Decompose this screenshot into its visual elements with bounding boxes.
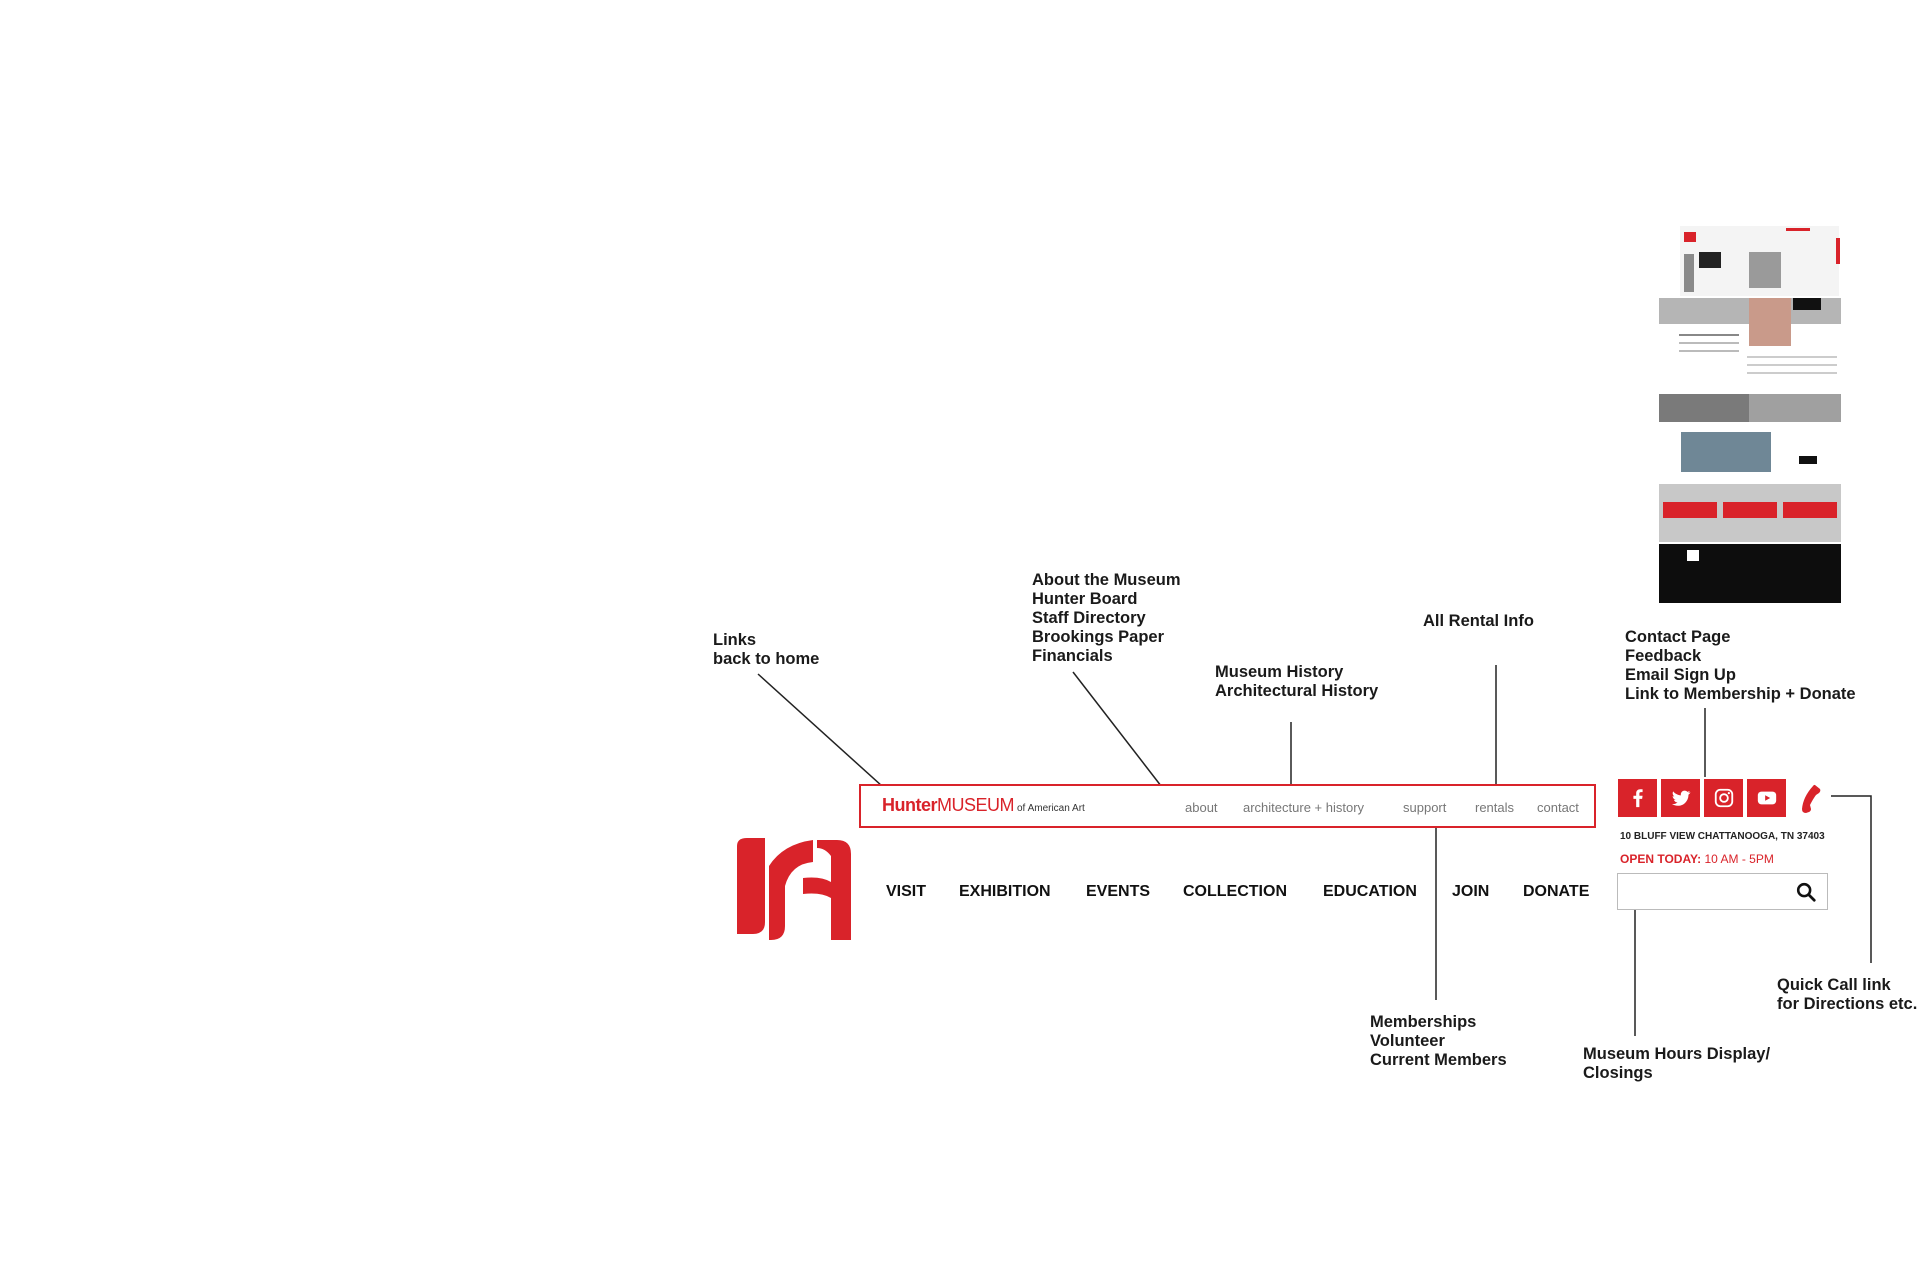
- nav-exhibition[interactable]: EXHIBITION: [959, 883, 1051, 900]
- util-link-support[interactable]: support: [1403, 800, 1447, 815]
- util-link-contact[interactable]: contact: [1537, 800, 1579, 815]
- hours-value: 10 AM - 5PM: [1704, 852, 1774, 866]
- hours-label: OPEN TODAY:: [1620, 852, 1702, 866]
- annotation-history: Museum History Architectural History: [1215, 663, 1379, 700]
- full-page-preview-thumbnail: [1659, 226, 1841, 603]
- twitter-icon: [1671, 790, 1690, 806]
- museum-address: 10 BLUFF VIEW CHATTANOOGA, TN 37403: [1620, 831, 1825, 842]
- annotation-home: Links back to home: [713, 631, 820, 668]
- youtube-button[interactable]: [1747, 779, 1786, 817]
- home-wordmark-link[interactable]: HunterMUSEUM of American Art: [882, 795, 1085, 816]
- annotation-contact: Contact Page Feedback Email Sign Up Link to…: [1625, 628, 1856, 703]
- search-box[interactable]: [1617, 873, 1828, 910]
- util-link-about[interactable]: about: [1185, 800, 1218, 815]
- utility-bar: HunterMUSEUM of American Art about archit…: [859, 784, 1596, 828]
- nav-visit[interactable]: VISIT: [886, 883, 927, 900]
- annotation-support: Memberships Volunteer Current Members: [1370, 1013, 1507, 1069]
- annotation-rentals: All Rental Info: [1423, 612, 1534, 630]
- nav-collection[interactable]: COLLECTION: [1183, 883, 1287, 900]
- museum-hours: OPEN TODAY: 10 AM - 5PM: [1620, 852, 1774, 866]
- hunter-logo-icon[interactable]: [733, 836, 858, 944]
- facebook-button[interactable]: [1618, 779, 1657, 817]
- util-link-architecture-history[interactable]: architecture + history: [1243, 800, 1365, 815]
- wordmark-museum: MUSEUM: [937, 795, 1015, 815]
- nav-join[interactable]: JOIN: [1452, 883, 1490, 900]
- annotation-about: About the Museum Hunter Board Staff Direct…: [1032, 571, 1181, 665]
- util-link-rentals[interactable]: rentals: [1475, 800, 1515, 815]
- twitter-button[interactable]: [1661, 779, 1700, 817]
- youtube-icon: [1757, 791, 1776, 805]
- phone-icon[interactable]: [1797, 783, 1823, 815]
- search-input[interactable]: [1624, 880, 1784, 904]
- wordmark-of-american-art: of American Art: [1017, 803, 1085, 814]
- annotation-hours: Museum Hours Display/Closings: [1583, 1045, 1771, 1082]
- instagram-button[interactable]: [1704, 779, 1743, 817]
- instagram-icon: [1714, 788, 1733, 808]
- wordmark-hunter: Hunter: [882, 795, 938, 815]
- nav-education[interactable]: EDUCATION: [1323, 883, 1417, 900]
- nav-donate[interactable]: DONATE: [1523, 883, 1590, 900]
- nav-events[interactable]: EVENTS: [1086, 883, 1151, 900]
- annotation-quickcall: Quick Call link for Directions etc.: [1777, 976, 1918, 1013]
- search-icon[interactable]: [1795, 881, 1817, 903]
- facebook-icon: [1632, 789, 1643, 808]
